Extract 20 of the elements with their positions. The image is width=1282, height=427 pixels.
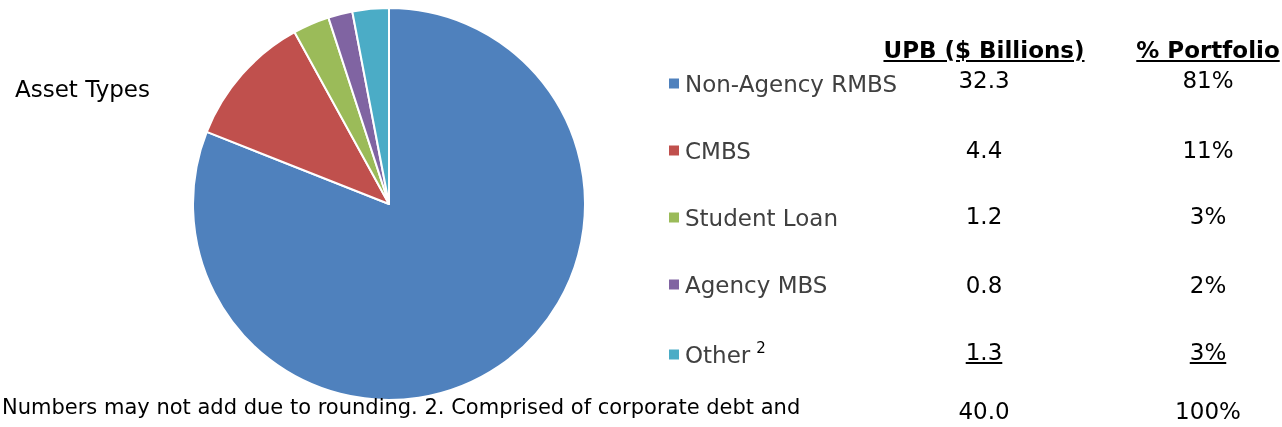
text: 0.8 xyxy=(965,272,1003,298)
text: 32.3 xyxy=(958,67,1010,93)
legend-label: Non-Agency RMBS xyxy=(685,70,898,97)
text: 100% xyxy=(1175,398,1241,424)
legend-label: CMBS xyxy=(685,137,751,164)
text: 40.0 xyxy=(958,398,1010,424)
text: UPB ($ Billions) xyxy=(883,37,1085,63)
data-label: 81% xyxy=(1182,67,1234,93)
text: % Portfolio xyxy=(1136,37,1280,63)
text: 1.3 xyxy=(965,339,1003,365)
data-label: 11% xyxy=(1182,137,1234,163)
data-label: 2% xyxy=(1189,272,1227,298)
text: 1.2 xyxy=(965,203,1003,229)
legend-label: Agency MBS xyxy=(685,271,828,298)
legend-label: Student Loan xyxy=(685,204,839,231)
text: Numbers may not add due to rounding. 2. Comprised of corporate debt and xyxy=(2,395,801,419)
data-label: 3% xyxy=(1189,339,1227,365)
text: 4.4 xyxy=(965,137,1003,163)
data-label: 3% xyxy=(1189,203,1227,229)
text: Asset Types xyxy=(15,75,150,102)
